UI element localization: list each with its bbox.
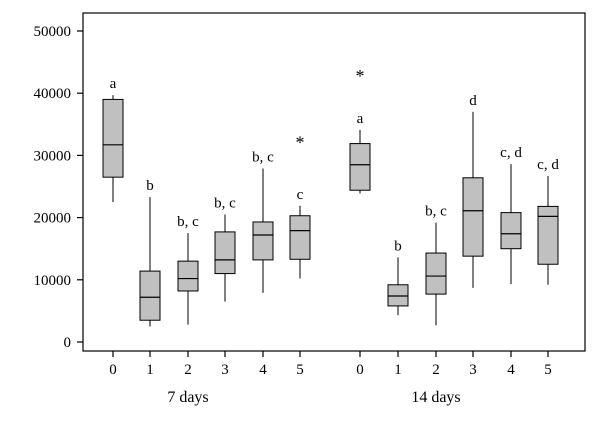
x-tick-label: 1 bbox=[146, 362, 154, 378]
y-tick-label: 50000 bbox=[34, 24, 72, 40]
x-tick-label: 4 bbox=[259, 362, 267, 378]
box-plot-item: c* bbox=[289, 133, 311, 279]
x-tick-label: 5 bbox=[544, 362, 552, 378]
plot-frame bbox=[82, 12, 586, 352]
y-tick-label: 40000 bbox=[34, 86, 72, 102]
box-iqr bbox=[387, 284, 409, 307]
significance-letter: b, c bbox=[177, 214, 199, 230]
significance-letter: b, c bbox=[214, 195, 236, 211]
box-iqr bbox=[177, 260, 199, 292]
significance-letter: a bbox=[110, 76, 117, 92]
group-label: 14 days bbox=[411, 389, 460, 406]
y-axis: 0 10000 20000 30000 40000 50000 bbox=[34, 24, 83, 351]
box-plot-item: b bbox=[139, 178, 161, 327]
box-series: abb, cb, cb, cc*a*bb, cdc, dc, d bbox=[102, 66, 559, 327]
x-tick-label: 5 bbox=[296, 362, 304, 378]
box-iqr bbox=[462, 177, 484, 257]
y-tick-label: 10000 bbox=[34, 273, 72, 289]
outlier-marker: * bbox=[296, 133, 305, 153]
box-plot-item: a* bbox=[349, 66, 371, 194]
significance-letter: b bbox=[146, 178, 154, 194]
box-iqr bbox=[252, 221, 274, 261]
box-iqr bbox=[289, 215, 311, 260]
x-tick-label: 2 bbox=[432, 362, 440, 378]
group-labels: 7 days 14 days bbox=[167, 389, 460, 406]
box-plot-item: a bbox=[102, 76, 124, 203]
group-label: 7 days bbox=[167, 389, 208, 406]
significance-letter: c bbox=[297, 187, 304, 203]
box-plot-item: b, c bbox=[425, 204, 447, 326]
x-tick-label: 4 bbox=[507, 362, 515, 378]
x-tick-label: 3 bbox=[469, 362, 477, 378]
x-tick-label: 1 bbox=[394, 362, 402, 378]
box-iqr bbox=[537, 205, 559, 265]
x-tick-label: 3 bbox=[221, 362, 229, 378]
box-iqr bbox=[214, 231, 236, 275]
y-tick-label: 30000 bbox=[34, 148, 72, 164]
box-plot-item: c, d bbox=[537, 157, 559, 285]
x-tick-label: 0 bbox=[356, 362, 364, 378]
x-tick-label: 0 bbox=[109, 362, 117, 378]
significance-letter: b, c bbox=[425, 204, 447, 220]
box-plot-item: d bbox=[462, 93, 484, 288]
box-iqr bbox=[102, 98, 124, 178]
box-iqr bbox=[139, 270, 161, 321]
significance-letter: a bbox=[357, 111, 364, 127]
box-plot-item: b, c bbox=[214, 195, 236, 302]
box-iqr bbox=[425, 252, 447, 295]
box-plot-item: b, c bbox=[177, 214, 199, 325]
outlier-marker: * bbox=[356, 66, 365, 86]
x-axis: 0 1 2 3 4 5 0 1 2 3 4 5 bbox=[109, 351, 552, 378]
significance-letter: b bbox=[394, 238, 402, 254]
significance-letter: b, c bbox=[252, 149, 274, 165]
y-tick-label: 20000 bbox=[34, 211, 72, 227]
box-plot-item: b bbox=[387, 238, 409, 316]
significance-letter: c, d bbox=[500, 145, 522, 161]
box-plot-item: c, d bbox=[500, 145, 522, 285]
x-tick-label: 2 bbox=[184, 362, 192, 378]
significance-letter: d bbox=[469, 93, 477, 109]
box-iqr bbox=[500, 212, 522, 250]
box-iqr bbox=[349, 143, 371, 191]
significance-letter: c, d bbox=[537, 157, 559, 173]
box-plot-item: b, c bbox=[252, 149, 274, 293]
y-tick-label: 0 bbox=[64, 335, 72, 351]
